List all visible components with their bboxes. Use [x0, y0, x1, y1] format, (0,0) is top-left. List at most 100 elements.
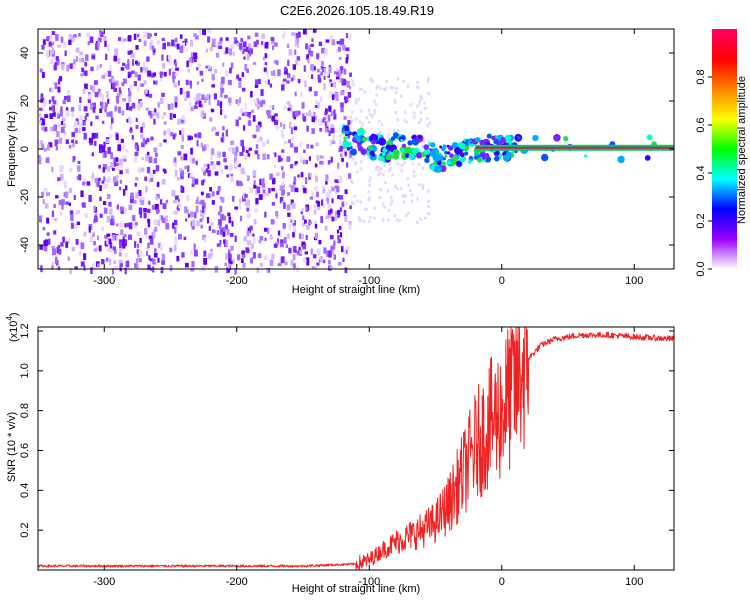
spectrogram-noise-cell — [330, 208, 333, 214]
spectrogram-noise-cell — [291, 136, 294, 142]
spectrogram-noise-cell — [287, 59, 290, 66]
spectrogram-noise-cell — [43, 246, 48, 252]
spectrogram-noise-cell — [261, 41, 264, 46]
snr-y-ticks: 0.20.40.60.81.01.2 — [19, 323, 674, 538]
spectrogram-noise-cell — [287, 212, 291, 217]
spectrogram-noise-cell — [63, 42, 66, 48]
spectrogram-noise-cell — [302, 215, 305, 221]
spectrogram-noise-cell — [319, 155, 324, 159]
spectrogram-noise-cell — [234, 268, 237, 275]
spectrogram-noise-cell — [119, 265, 122, 270]
spectrogram-noise-cell — [92, 263, 96, 270]
spectrogram-noise-cell — [97, 40, 100, 47]
spectrogram-noise-cell — [109, 64, 112, 72]
spectrogram-noise-cell — [186, 194, 189, 202]
spectrogram-noise-cell — [242, 195, 246, 202]
spectrogram-noise-cell — [184, 38, 188, 43]
spectrogram-noise-cell — [393, 99, 397, 103]
spectrogram-noise-cell — [153, 229, 156, 237]
spectrogram-noise-cell — [197, 63, 202, 68]
spectrogram-signal-cell — [416, 152, 423, 159]
spectrogram-noise-cell — [292, 220, 296, 227]
spectrogram-noise-cell — [403, 161, 406, 165]
spectrogram-noise-cell — [237, 100, 240, 107]
spectrogram-noise-cell — [339, 139, 342, 145]
spectrogram-noise-cell — [258, 194, 263, 200]
spectrogram-noise-cell — [52, 248, 56, 256]
spectrogram-noise-cell — [369, 77, 372, 81]
spectrogram-noise-cell — [78, 127, 81, 134]
spectrogram-noise-cell — [186, 48, 189, 52]
spectrogram-noise-cell — [299, 142, 303, 147]
spectrogram-noise-cell — [417, 86, 420, 89]
spectrogram-noise-cell — [175, 67, 179, 71]
spectrogram-noise-cell — [261, 99, 266, 105]
spectrogram-noise-cell — [389, 167, 392, 171]
spectrogram-noise-cell — [244, 194, 248, 198]
spectrogram-noise-cell — [400, 163, 404, 167]
spectrogram-signal-cell — [430, 142, 436, 148]
spectrogram-noise-cell — [231, 147, 236, 154]
spectrogram-noise-cell — [190, 250, 193, 255]
spectrogram-noise-cell — [56, 246, 59, 254]
spectrogram-noise-cell — [210, 248, 213, 254]
spectrogram-noise-cell — [140, 200, 145, 206]
spectrogram-noise-cell — [161, 37, 165, 41]
spectrogram-noise-cell — [83, 106, 88, 112]
spectrogram-noise-cell — [300, 91, 303, 98]
spectrogram-noise-cell — [89, 36, 94, 43]
spectrogram-noise-cell — [174, 195, 179, 200]
spectrogram-noise-cell — [223, 215, 226, 221]
spectrogram-noise-cell — [153, 80, 156, 85]
spectrogram-noise-cell — [95, 40, 99, 45]
spectrogram-noise-cell — [336, 212, 340, 218]
spectrogram-noise-cell — [79, 250, 82, 257]
spectrogram-noise-cell — [220, 227, 224, 235]
spectrogram-signal-cell — [356, 137, 362, 143]
spectrogram-noise-cell — [400, 187, 403, 191]
spectrogram-noise-cell — [62, 117, 66, 122]
snr-exponent-close: ) — [8, 312, 20, 316]
spectrogram-noise-cell — [400, 169, 403, 173]
spectrogram-noise-cell — [129, 84, 133, 92]
x-tick-label: 0 — [499, 275, 505, 287]
spectrogram-noise-cell — [177, 119, 181, 125]
spectrogram-noise-cell — [256, 186, 261, 194]
spectrogram-noise-cell — [293, 225, 296, 232]
spectrogram-noise-cell — [274, 152, 277, 158]
spectrogram-noise-cell — [325, 181, 328, 185]
spectrogram-noise-cell — [70, 214, 74, 221]
spectrogram-noise-cell — [281, 166, 284, 171]
spectrogram-noise-cell — [226, 229, 230, 236]
spectrogram-signal-cell — [458, 142, 466, 150]
spectrogram-noise-cell — [403, 194, 407, 197]
spectrogram-noise-cell — [103, 150, 107, 158]
spectrogram-noise-cell — [203, 208, 206, 216]
spectrogram-noise-cell — [275, 192, 278, 199]
spectrogram-noise-cell — [263, 56, 266, 61]
spectrogram-noise-cell — [199, 201, 202, 205]
spectrogram-noise-cell — [299, 250, 303, 254]
spectrogram-noise-cell — [333, 254, 336, 260]
spectrogram-noise-cell — [273, 60, 277, 64]
spectrogram-noise-cell — [113, 87, 118, 92]
spectrogram-noise-cell — [207, 164, 210, 169]
spectrogram-noise-cell — [219, 37, 223, 42]
spectrogram-noise-cell — [194, 212, 197, 219]
spectrogram-noise-cell — [413, 111, 416, 115]
spectrogram-noise-cell — [313, 209, 317, 215]
spectrogram-noise-cell — [200, 142, 204, 148]
spectrogram-noise-cell — [219, 205, 223, 213]
spectrogram-noise-cell — [245, 247, 250, 253]
spectrogram-noise-cell — [286, 101, 291, 105]
spectrogram-noise-cell — [427, 77, 430, 81]
spectrogram-noise-cell — [339, 232, 343, 238]
spectrogram-noise-cell — [219, 224, 222, 230]
spectrogram-noise-cell — [71, 247, 76, 252]
spectrogram-noise-cell — [200, 224, 203, 229]
spectrogram-noise-cell — [402, 200, 406, 204]
spectrogram-noise-cell — [203, 163, 208, 168]
spectrogram-noise-cell — [373, 109, 376, 113]
spectrogram-noise-cell — [139, 194, 142, 201]
spectrogram-noise-cell — [290, 259, 294, 267]
